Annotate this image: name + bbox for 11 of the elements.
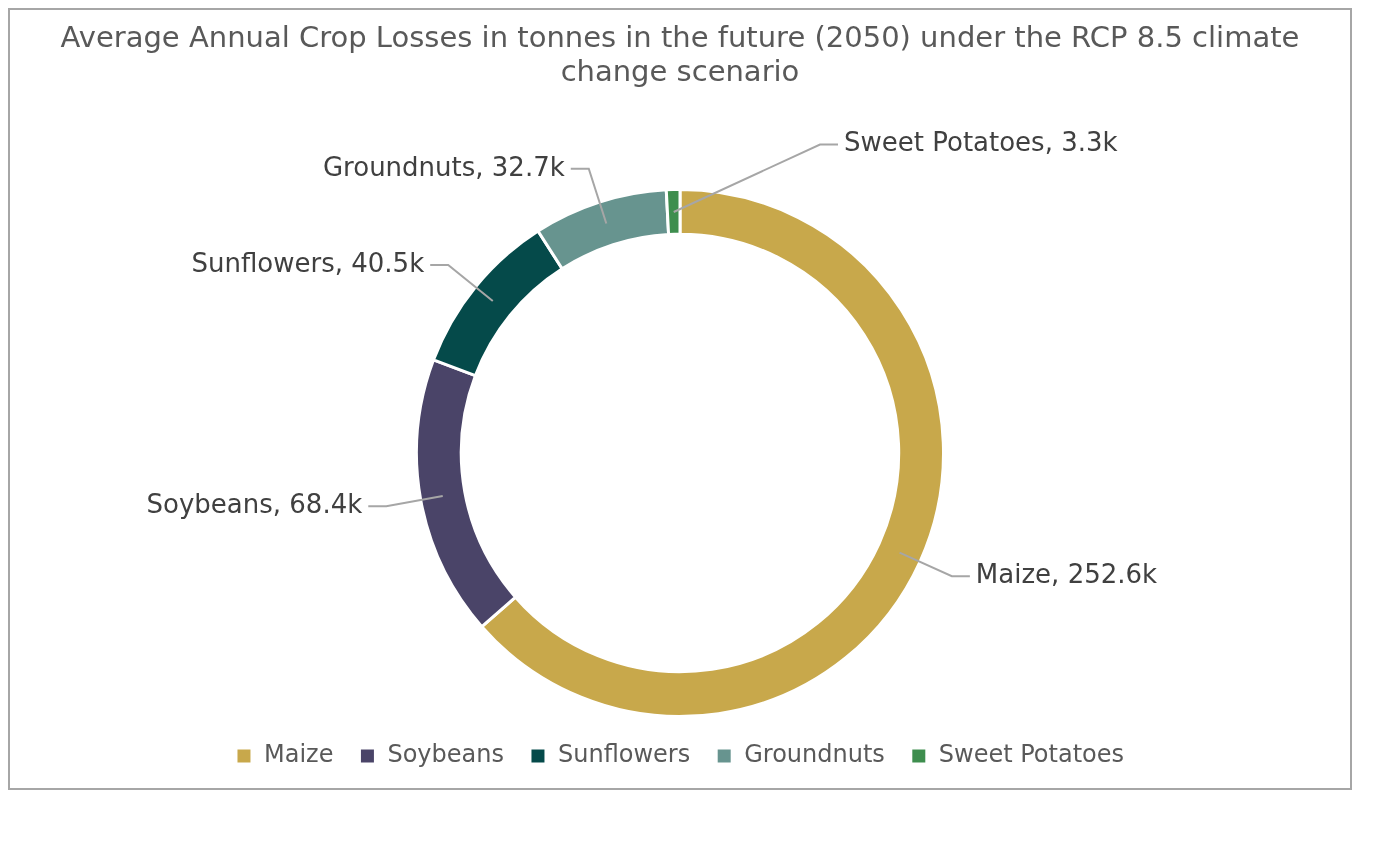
legend-label: Sweet Potatoes — [938, 740, 1125, 769]
legend-label: Soybeans — [387, 740, 504, 769]
legend-label: Maize — [263, 740, 334, 769]
data-label: Maize, 252.6k — [975, 558, 1158, 589]
data-label: Sweet Potatoes, 3.3k — [844, 127, 1118, 158]
data-label: Sunflowers, 40.5k — [191, 247, 425, 278]
chart-title: Average Annual Crop Losses in tonnes in the future (2050) under the RCP 8.5 climate change scenario — [59, 19, 1301, 88]
data-label: Soybeans, 68.4k — [146, 488, 363, 519]
legend-label: Groundnuts — [744, 740, 885, 769]
data-label: Groundnuts, 32.7k — [322, 151, 565, 182]
legend-label: Sunflowers — [557, 740, 691, 769]
